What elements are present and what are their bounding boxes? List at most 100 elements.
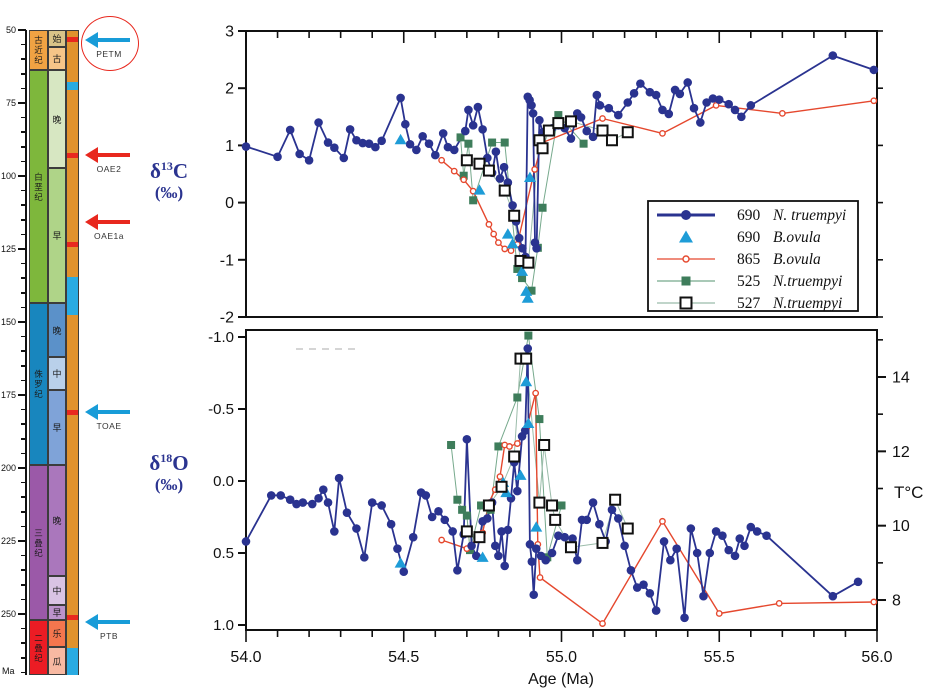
age-minor-tick (21, 350, 26, 352)
data-point-circle (396, 93, 405, 103)
event-band-oae1a (67, 241, 78, 248)
age-minor-tick (21, 335, 26, 338)
age-tick-label: 55.0 (546, 649, 577, 666)
age-minor-tick (21, 189, 26, 192)
data-point-open-circle (485, 220, 493, 228)
data-point-circle (705, 548, 715, 558)
legend-marker-square (681, 276, 691, 286)
data-point-open-square (564, 115, 577, 128)
data-point-circle (371, 142, 380, 152)
age-major-tick (18, 29, 26, 31)
data-point-triangle (520, 285, 533, 296)
data-point-circle (276, 491, 286, 500)
legend-marker-open-square (679, 296, 693, 310)
data-point-circle (692, 548, 702, 558)
legend-marker-triangle (679, 230, 693, 243)
legend-species-label: N.truempyi (772, 295, 842, 312)
data-point-circle (377, 136, 386, 146)
event-band-oae2 (67, 152, 78, 158)
age-minor-tick (21, 233, 26, 236)
data-point-open-square (482, 164, 495, 177)
data-point-triangle (394, 557, 407, 568)
age-tick-label: 55.5 (704, 649, 735, 666)
data-point-circle (626, 565, 636, 575)
data-point-circle (659, 537, 669, 546)
data-point-circle (386, 519, 396, 529)
legend-marker-open-circle (682, 255, 690, 263)
legend-site-label: 865 (737, 251, 761, 268)
data-point-triangle (530, 521, 543, 532)
period-cell: 三叠纪 (29, 465, 48, 621)
data-point-circle (532, 244, 541, 253)
period-cell: 白垩纪 (29, 70, 48, 304)
data-point-circle (547, 548, 557, 558)
data-point-circle (367, 498, 377, 507)
data-point-open-square (522, 256, 535, 269)
data-point-circle (401, 119, 410, 129)
data-point-circle (730, 551, 740, 561)
data-point-open-circle (599, 115, 606, 122)
age-axis-line (25, 30, 27, 676)
data-point-square (500, 138, 509, 147)
event-arrowhead-oae1a (85, 214, 98, 231)
data-point-circle (613, 110, 623, 120)
age-tick-label: 50 (5, 25, 16, 35)
data-point-circle (566, 134, 576, 143)
age-minor-tick (21, 58, 26, 60)
age-minor-tick (21, 408, 26, 411)
age-minor-tick (21, 262, 26, 265)
event-highlight-ellipse (81, 15, 139, 71)
data-point-triangle (516, 265, 529, 276)
data-point-circle (828, 591, 838, 601)
data-point-circle (314, 118, 323, 127)
data-point-circle (314, 493, 323, 503)
data-point-circle (352, 524, 361, 533)
data-point-circle (699, 591, 708, 601)
age-minor-tick (21, 73, 26, 75)
data-point-circle (527, 557, 537, 566)
data-point-circle (412, 145, 421, 155)
epoch-cell: 早 (48, 604, 66, 621)
data-point-open-square (460, 154, 473, 167)
data-point-circle (527, 101, 536, 110)
age-minor-tick (21, 627, 26, 630)
data-point-circle (323, 138, 333, 147)
data-point-open-square (621, 522, 634, 535)
age-tick-label: 250 (0, 609, 16, 619)
data-point-square (538, 203, 547, 212)
data-point-circle (399, 567, 409, 577)
event-band-petm (67, 36, 78, 43)
data-point-triangle (506, 237, 519, 249)
d18o-tick-label: -1.0 (208, 329, 234, 346)
data-point-open-circle (870, 598, 878, 606)
epoch-cell: 晚 (48, 303, 66, 358)
data-point-circle (746, 522, 756, 532)
data-point-circle (869, 65, 879, 75)
age-major-tick (18, 102, 26, 104)
legend-box (647, 200, 859, 312)
data-point-circle (636, 79, 645, 88)
data-point-circle (405, 139, 415, 149)
data-point-square (453, 495, 462, 504)
legend-site-label: 690 (737, 207, 761, 224)
age-tick-label: 150 (0, 317, 16, 327)
data-point-circle (499, 162, 509, 172)
age-minor-tick (21, 306, 26, 309)
data-point-open-circle (501, 245, 509, 253)
data-point-circle (449, 145, 459, 155)
age-minor-tick (21, 379, 26, 382)
event-label-toae: TOAE (96, 421, 122, 432)
data-point-circle (440, 515, 450, 525)
data-point-open-square (533, 496, 546, 509)
data-point-circle (298, 498, 308, 507)
y-axis-label-d18o: δ18O (‰) (149, 451, 189, 494)
epoch-cell: 乐 (48, 620, 66, 647)
period-label: 二叠纪 (34, 632, 43, 663)
data-point-open-square (508, 209, 521, 222)
age-minor-tick (21, 423, 26, 425)
data-point-circle (613, 514, 623, 523)
event-band-toae (67, 409, 78, 415)
age-tick-label: 75 (5, 98, 16, 108)
age-major-tick (18, 394, 26, 396)
data-point-circle (464, 105, 473, 115)
